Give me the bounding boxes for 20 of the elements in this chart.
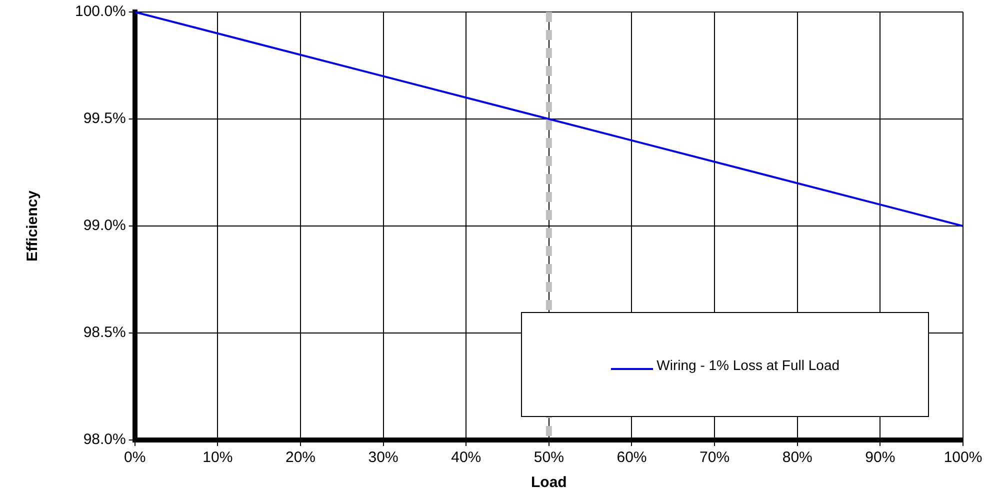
legend-label: Wiring - 1% Loss at Full Load	[656, 356, 840, 373]
y-axis-title: Efficiency	[24, 190, 42, 262]
x-tick-label: 0%	[124, 449, 146, 466]
x-axis-title: Load	[531, 474, 567, 492]
x-tick-label: 30%	[368, 449, 398, 466]
x-tick-label: 90%	[865, 449, 896, 466]
x-tick-label: 100%	[944, 449, 982, 466]
y-tick-label: 98.0%	[83, 431, 126, 448]
x-tick-label: 20%	[285, 449, 316, 466]
x-tick-label: 10%	[202, 449, 233, 466]
x-tick-label: 40%	[451, 449, 482, 466]
y-tick-label: 99.5%	[83, 110, 126, 128]
y-tick-label: 98.5%	[83, 324, 126, 342]
x-tick-label: 50%	[534, 449, 564, 466]
x-tick-label: 70%	[700, 449, 730, 466]
y-tick-label: 99.0%	[83, 217, 126, 234]
x-tick-label: 80%	[782, 449, 812, 466]
x-tick-label: 60%	[616, 449, 647, 466]
y-tick-label: 100.0%	[75, 3, 126, 20]
legend-box: Wiring - 1% Loss at Full Load	[521, 312, 929, 417]
